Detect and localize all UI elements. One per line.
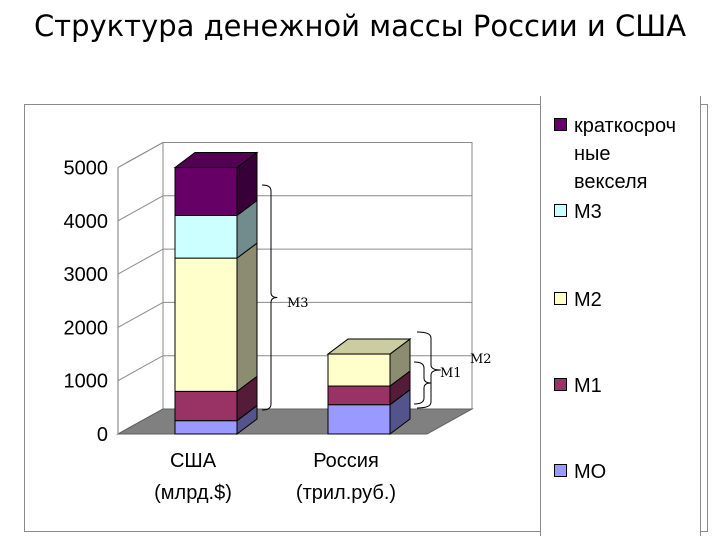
- legend-label-m0: МО: [574, 461, 607, 483]
- gridline-side: [117, 248, 164, 275]
- y-tick-label: 0: [97, 424, 108, 446]
- legend-item-m3: М3: [554, 198, 704, 226]
- bar-segment-front: [174, 214, 238, 259]
- bar-segment-front: [327, 385, 391, 406]
- bracket-m1: [413, 361, 432, 405]
- legend-item-m2: М2: [554, 286, 704, 314]
- annotation-m3: М3: [287, 296, 309, 311]
- y-tick-label: 1000: [64, 371, 109, 393]
- bar-segment-front: [327, 404, 391, 435]
- legend-swatch-m3: [554, 204, 567, 217]
- annotation-m1: М1: [440, 366, 462, 381]
- legend-label-m2: М2: [574, 289, 602, 311]
- bar-top-face: [173, 152, 259, 168]
- bar-segment-front: [174, 167, 238, 216]
- gridline-side: [117, 195, 164, 222]
- y-tick-label: 3000: [64, 264, 109, 286]
- y-tick-label: 2000: [64, 317, 109, 339]
- legend-swatch-m0: [554, 464, 567, 477]
- bracket-m2: [416, 331, 441, 409]
- bar-segment-front: [174, 390, 238, 422]
- legend-label-m3: М3: [574, 201, 602, 223]
- legend-item-m0: МО: [554, 458, 704, 486]
- bar-segment-front: [174, 420, 238, 435]
- chart-floor: [116, 408, 474, 435]
- gridline-side: [117, 355, 164, 382]
- bar-segment-side: [236, 242, 258, 393]
- annotation-m2: М2: [470, 352, 492, 367]
- y-tick-label: 5000: [64, 158, 109, 180]
- legend-item-m1: М1: [554, 372, 704, 400]
- x-category-sublabel: (млрд.$): [154, 482, 232, 504]
- legend-label-m1: М1: [574, 375, 602, 397]
- legend-swatch-m2: [554, 292, 567, 305]
- y-tick-label: 4000: [64, 211, 109, 233]
- side-wall: [117, 141, 164, 435]
- legend-item-short-bills: краткосроч ные векселя: [554, 112, 704, 196]
- page-title: Структура денежной массы России и США: [0, 4, 720, 48]
- gridline-side: [117, 142, 164, 168]
- gridline-side: [117, 301, 164, 328]
- bar-segment-front: [174, 257, 238, 392]
- x-category-label: Россия: [313, 450, 379, 472]
- title-text: Структура денежной массы России и США: [33, 9, 687, 43]
- bracket-m3: [261, 184, 278, 411]
- legend: [540, 96, 701, 536]
- x-category-label: США: [170, 450, 217, 472]
- x-category-sublabel: (трил.руб.): [296, 482, 396, 504]
- bar-top-face: [326, 338, 412, 355]
- legend-label-short-bills: краткосроч ные векселя: [574, 115, 677, 193]
- legend-swatch-short-bills: [554, 118, 567, 131]
- legend-swatch-m1: [554, 378, 567, 391]
- bar-segment-front: [327, 353, 391, 387]
